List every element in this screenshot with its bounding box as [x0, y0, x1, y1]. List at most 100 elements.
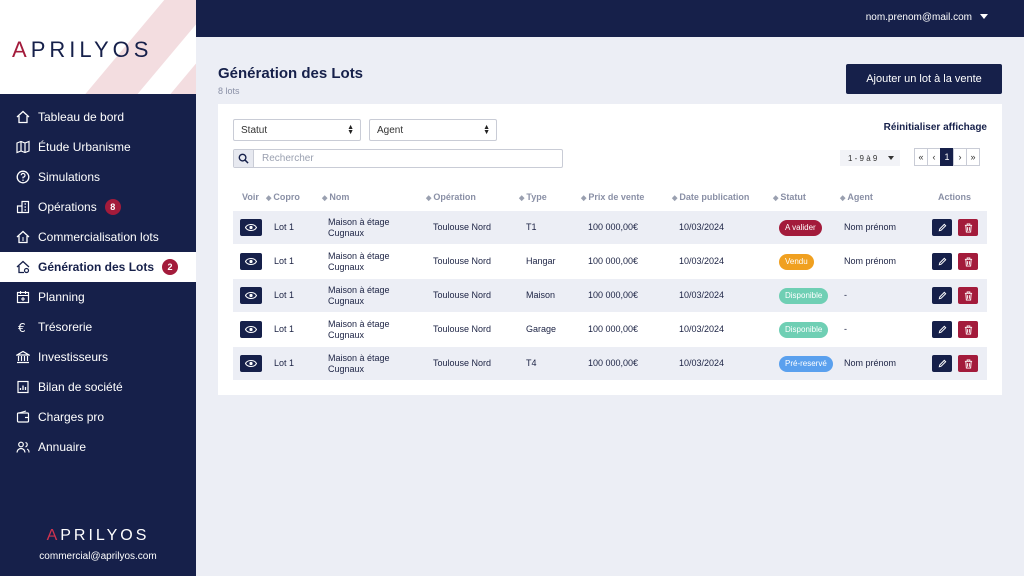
logo[interactable]: APRILYOS: [0, 0, 196, 94]
copro-cell: Lot 1: [274, 256, 295, 266]
agent-select-label: Agent: [377, 124, 404, 136]
agent-cell: -: [844, 324, 847, 334]
lot-count: 8 lots: [218, 86, 240, 96]
pagination: « ‹ 1 › »: [914, 148, 980, 166]
col-copro[interactable]: ◆ Copro: [266, 192, 300, 202]
eye-icon[interactable]: [240, 253, 262, 270]
sidebar-item-annuaire[interactable]: Annuaire: [0, 432, 196, 462]
next-page-button[interactable]: ›: [953, 148, 967, 166]
sidebar-item-commercialisation-lots[interactable]: Commercialisation lots: [0, 222, 196, 252]
sidebar-item-label: Étude Urbanisme: [38, 140, 131, 154]
question-circle-icon: [16, 170, 30, 184]
users-icon: [16, 440, 30, 454]
operation-cell: Toulouse Nord: [433, 290, 492, 300]
report-icon: [16, 380, 30, 394]
page-title: Génération des Lots: [218, 65, 364, 82]
first-page-button[interactable]: «: [914, 148, 928, 166]
col-statut[interactable]: ◆ Statut: [773, 192, 806, 202]
sidebar-item-tableau-de-bord[interactable]: Tableau de bord: [0, 102, 196, 132]
copro-cell: Lot 1: [274, 358, 295, 368]
col-nom[interactable]: ◆ Nom: [322, 192, 350, 202]
sidebar-item-simulations[interactable]: Simulations: [0, 162, 196, 192]
sidebar-item-planning[interactable]: Planning: [0, 282, 196, 312]
col-type[interactable]: ◆ Type: [519, 192, 547, 202]
search-icon[interactable]: [234, 150, 254, 167]
prix-cell: 100 000,00€: [588, 222, 639, 232]
sidebar-footer: APRILYOS commercial@aprilyos.com: [0, 527, 196, 562]
sidebar-item-generation-des-lots[interactable]: Génération des Lots 2: [0, 252, 196, 282]
status-badge: Disponible: [779, 287, 829, 304]
sort-updown-icon: ▲ ▼: [483, 124, 490, 136]
status-badge: A valider: [779, 219, 822, 236]
page-range-select[interactable]: 1 - 9 à 9: [840, 150, 900, 166]
trash-icon[interactable]: [958, 219, 978, 236]
agent-cell: Nom prénom: [844, 256, 897, 266]
eye-icon[interactable]: [240, 321, 262, 338]
logo-text: APRILYOS: [12, 37, 153, 62]
copro-cell: Lot 1: [274, 290, 295, 300]
date-cell: 10/03/2024: [679, 358, 725, 368]
operation-cell: Toulouse Nord: [433, 222, 492, 232]
sidebar-item-operations[interactable]: Opérations 8: [0, 192, 196, 222]
operation-cell: Toulouse Nord: [433, 324, 492, 334]
add-lot-button[interactable]: Ajouter un lot à la vente: [846, 64, 1002, 94]
statut-select[interactable]: Statut ▲ ▼: [233, 119, 361, 141]
map-icon: [16, 140, 30, 154]
chevron-down-icon[interactable]: [980, 14, 988, 19]
reset-display-link[interactable]: Réinitialiser affichage: [883, 122, 987, 133]
sidebar-item-etude-urbanisme[interactable]: Étude Urbanisme: [0, 132, 196, 162]
pencil-icon[interactable]: [932, 253, 952, 270]
col-actions: Actions: [938, 192, 972, 202]
calendar-icon: [16, 290, 30, 304]
sidebar-item-label: Investisseurs: [38, 350, 109, 364]
trash-icon[interactable]: [958, 321, 978, 338]
col-date[interactable]: ◆ Date publication: [672, 192, 750, 202]
col-agent[interactable]: ◆ Agent: [840, 192, 873, 202]
eye-icon[interactable]: [240, 287, 262, 304]
page-range-label: 1 - 9 à 9: [848, 153, 878, 163]
prix-cell: 100 000,00€: [588, 358, 639, 368]
search-input[interactable]: [254, 150, 554, 167]
trash-icon[interactable]: [958, 287, 978, 304]
pencil-icon[interactable]: [932, 321, 952, 338]
pencil-icon[interactable]: [932, 219, 952, 236]
col-prix[interactable]: ◆ Prix de vente: [581, 192, 645, 202]
pencil-icon[interactable]: [932, 355, 952, 372]
agent-select[interactable]: Agent ▲ ▼: [369, 119, 497, 141]
date-cell: 10/03/2024: [679, 222, 725, 232]
sidebar-item-tresorerie[interactable]: € Trésorerie: [0, 312, 196, 342]
table-row: Lot 1 Maison à étage Cugnaux Toulouse Nord T…: [233, 347, 987, 380]
current-page-button[interactable]: 1: [940, 148, 954, 166]
prix-cell: 100 000,00€: [588, 324, 639, 334]
prev-page-button[interactable]: ‹: [927, 148, 941, 166]
sidebar-item-label: Bilan de société: [38, 380, 123, 394]
agent-cell: -: [844, 290, 847, 300]
type-cell: Garage: [526, 324, 557, 334]
type-cell: Maison: [526, 290, 556, 300]
nom-cell: Maison à étage Cugnaux: [328, 284, 390, 306]
table-row: Lot 1 Maison à étage Cugnaux Toulouse Nord M…: [233, 279, 987, 312]
sidebar-item-bilan-de-societe[interactable]: Bilan de société: [0, 372, 196, 402]
table-row: Lot 1 Maison à étage Cugnaux Toulouse Nord H…: [233, 245, 987, 278]
eye-icon[interactable]: [240, 219, 262, 236]
table-row: Lot 1 Maison à étage Cugnaux Toulouse Nord T…: [233, 211, 987, 244]
wallet-icon: [16, 410, 30, 424]
copro-cell: Lot 1: [274, 324, 295, 334]
euro-icon: €: [16, 320, 30, 334]
trash-icon[interactable]: [958, 253, 978, 270]
pencil-icon[interactable]: [932, 287, 952, 304]
chevron-down-icon: [888, 156, 894, 160]
agent-cell: Nom prénom: [844, 358, 897, 368]
type-cell: T1: [526, 222, 537, 232]
eye-icon[interactable]: [240, 355, 262, 372]
sidebar-item-charges-pro[interactable]: Charges pro: [0, 402, 196, 432]
last-page-button[interactable]: »: [966, 148, 980, 166]
table-row: Lot 1 Maison à étage Cugnaux Toulouse Nord G…: [233, 313, 987, 346]
trash-icon[interactable]: [958, 355, 978, 372]
count-badge: 2: [162, 259, 179, 275]
bank-icon: [16, 350, 30, 364]
buildings-icon: [16, 200, 30, 214]
sidebar-item-investisseurs[interactable]: Investisseurs: [0, 342, 196, 372]
user-email[interactable]: nom.prenom@mail.com: [865, 12, 972, 23]
col-operation[interactable]: ◆ Opération: [426, 192, 476, 202]
